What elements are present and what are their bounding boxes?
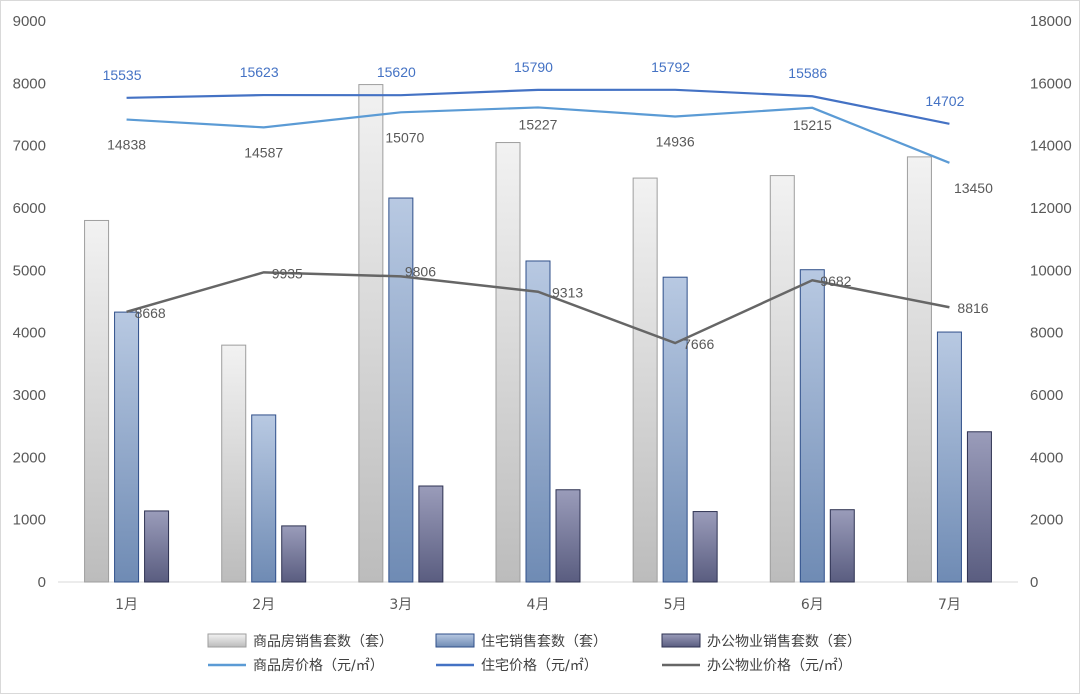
data-label: 15215 [793,117,832,133]
bar-residential-sales [799,269,825,583]
right-axis-tick: 12000 [1030,200,1072,217]
bar-office-sales [692,511,718,583]
left-axis-tick: 1000 [13,512,46,529]
bar-commercial-sales [84,219,110,583]
legend-swatch [661,633,701,648]
data-label: 7666 [683,336,714,352]
category-label: 1月 [115,597,138,613]
left-axis-tick: 7000 [13,138,46,155]
legend-label: 商品房价格（元/㎡） [253,658,384,674]
left-axis-tick: 9000 [13,13,46,30]
legend-label: 住宅销售套数（套） [481,634,607,650]
bar-residential-sales [388,197,414,583]
category-label: 7月 [938,597,961,613]
category-label: 3月 [389,597,412,613]
left-axis-tick: 3000 [13,387,46,404]
category-label: 6月 [801,597,824,613]
bar-office-sales [966,431,992,583]
bar-commercial-sales [358,84,384,583]
legend-swatch [207,633,247,648]
bar-residential-sales [662,276,688,583]
bar-commercial-sales [632,177,658,583]
left-axis-tick: 8000 [13,75,46,92]
data-label: 15586 [788,65,827,81]
right-axis-tick: 16000 [1030,75,1072,92]
bar-residential-sales [114,311,140,583]
data-label: 8816 [957,300,988,316]
commercial-price-line [126,106,950,164]
right-axis-tick: 0 [1030,574,1038,591]
bar-commercial-sales [769,175,795,583]
data-label: 13450 [954,180,993,196]
right-axis-tick: 18000 [1030,13,1072,30]
legend-label: 商品房销售套数（套） [253,634,393,650]
right-axis-tick: 4000 [1030,449,1063,466]
bar-office-sales [144,510,170,583]
data-label: 9806 [405,263,436,279]
left-axis-tick: 6000 [13,200,46,217]
bar-residential-sales [251,414,277,583]
legend-label: 办公物业销售套数（套） [707,634,861,650]
bar-office-sales [418,485,444,583]
category-label: 4月 [527,597,550,613]
bar-office-sales [555,489,581,583]
data-label: 15790 [514,59,553,75]
right-axis-tick: 14000 [1030,138,1072,155]
bar-commercial-sales [221,344,247,583]
bar-commercial-sales [906,156,932,583]
bar-office-sales [829,509,855,583]
bar-residential-sales [525,260,551,583]
residential-price-line [126,88,950,125]
left-axis-tick: 4000 [13,325,46,342]
data-label: 8668 [135,305,166,321]
office-price-line [126,271,950,345]
category-label: 2月 [252,597,275,613]
data-label: 14936 [656,133,695,149]
bar-residential-sales [936,331,962,583]
right-axis-tick: 8000 [1030,325,1063,342]
data-label: 15535 [103,67,142,83]
data-label: 15227 [519,116,558,132]
bar-office-sales [281,525,307,583]
data-label: 9935 [272,265,303,281]
data-label: 14587 [244,144,283,160]
left-axis-tick: 2000 [13,449,46,466]
data-label: 15620 [377,64,416,80]
legend-swatch [435,633,475,648]
left-axis-tick: 0 [38,574,46,591]
bar-commercial-sales [495,142,521,583]
data-label: 15792 [651,59,690,75]
right-axis-tick: 2000 [1030,512,1063,529]
data-label: 9682 [820,273,851,289]
data-label: 15070 [385,129,424,145]
legend-label: 办公物业价格（元/㎡） [707,658,852,674]
data-label: 14702 [925,93,964,109]
legend-label: 住宅价格（元/㎡） [481,658,598,674]
right-axis-tick: 10000 [1030,262,1072,279]
left-axis-tick: 5000 [13,262,46,279]
data-label: 9313 [552,285,583,301]
right-axis-tick: 6000 [1030,387,1063,404]
data-label: 15623 [240,64,279,80]
category-label: 5月 [664,597,687,613]
data-label: 14838 [107,137,146,153]
